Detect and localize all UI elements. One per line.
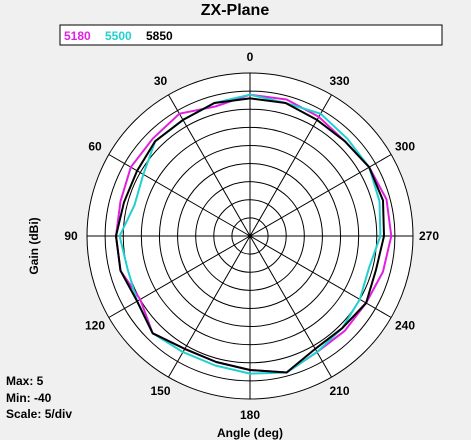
grid-spoke [249, 94, 332, 237]
angle-tick-label: 300 [395, 140, 415, 154]
grid-spoke [168, 94, 251, 237]
polar-grid [86, 72, 414, 400]
y-axis-label: Gain (dBi) [27, 217, 41, 274]
series-group [115, 93, 393, 375]
scale-readout: Scale: 5/div [6, 407, 73, 421]
angle-tick-label: 90 [64, 229, 78, 243]
grid-spoke [108, 235, 251, 318]
angle-tick-label: 330 [329, 74, 349, 88]
angle-tick-label: 210 [329, 384, 349, 398]
grid-spoke [108, 154, 251, 237]
angle-tick-label: 60 [88, 140, 102, 154]
angle-tick-label: 270 [419, 229, 439, 243]
angle-tick-label: 0 [247, 50, 254, 64]
angle-tick-label: 240 [395, 319, 415, 333]
grid-spoke [249, 154, 392, 237]
angle-tick-label: 30 [154, 74, 168, 88]
grid-spoke [249, 235, 392, 318]
series-line-5850 [115, 97, 385, 374]
angle-tick-label: 150 [150, 384, 170, 398]
grid-spoke [249, 235, 332, 378]
angle-tick-labels: 0 30 60 90 120 150 180 210 240 270 300 330 [64, 50, 439, 422]
max-readout: Max: 5 [6, 374, 44, 388]
min-readout: Min: -40 [6, 391, 52, 405]
angle-tick-label: 180 [240, 408, 260, 422]
grid-spoke [168, 235, 251, 378]
chart-title: ZX-Plane [201, 2, 270, 19]
x-axis-label: Angle (deg) [217, 426, 283, 440]
legend-entry-5850: 5850 [146, 29, 173, 43]
legend-entry-5180: 5180 [64, 29, 91, 43]
legend: 5180 5500 5850 [59, 24, 443, 46]
legend-entry-5500: 5500 [105, 29, 132, 43]
angle-tick-label: 120 [85, 319, 105, 333]
legend-box [59, 24, 443, 46]
